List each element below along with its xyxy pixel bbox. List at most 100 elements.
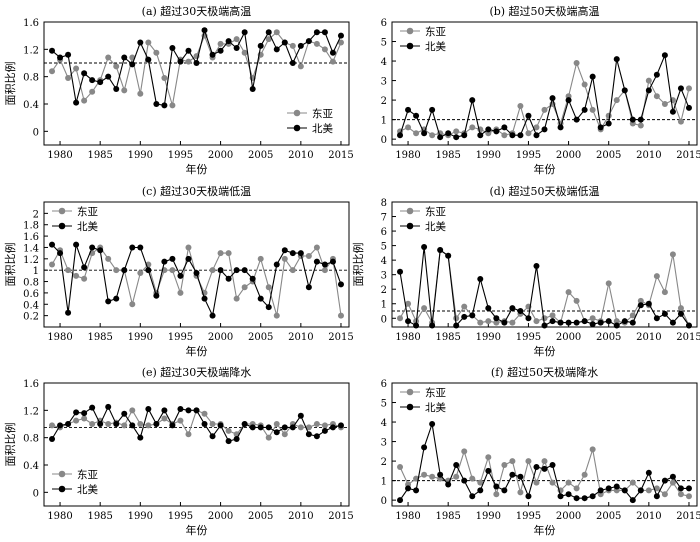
y-tick-label: 3 <box>381 271 387 282</box>
data-point <box>661 491 668 498</box>
data-point <box>161 415 168 422</box>
legend-label: 东亚 <box>77 468 98 481</box>
data-point <box>121 54 128 61</box>
x-axis-label: 年份 <box>186 162 208 176</box>
x-axis-label: 年份 <box>534 344 556 358</box>
data-point <box>209 312 216 319</box>
data-point <box>421 305 428 312</box>
data-point <box>405 106 412 113</box>
data-point <box>305 38 312 45</box>
data-point <box>565 491 572 498</box>
data-point <box>105 298 112 305</box>
data-point <box>645 300 652 307</box>
series-line-1 <box>51 28 342 107</box>
data-point <box>493 128 500 135</box>
data-point <box>493 491 500 498</box>
data-point <box>517 102 524 109</box>
data-point <box>461 477 468 484</box>
y-tick-label: 0.4 <box>23 100 39 111</box>
x-axis-label: 年份 <box>186 523 208 537</box>
data-point <box>549 479 556 486</box>
data-point <box>421 244 428 251</box>
data-point <box>161 258 168 265</box>
data-point <box>685 493 692 500</box>
x-tick-label: 2000 <box>208 150 233 161</box>
data-point <box>201 295 208 302</box>
data-point <box>321 267 328 274</box>
data-point <box>49 436 56 443</box>
data-point <box>57 54 64 61</box>
data-point <box>541 126 548 133</box>
data-point <box>637 297 644 304</box>
data-point <box>485 126 492 133</box>
y-axis-label: 面积比例 <box>3 62 17 106</box>
data-point <box>281 255 288 262</box>
data-point <box>73 417 80 424</box>
chart-panel-2: (c) 超过30天极端低温 0.20.40.60.811.21.41.61.82 1… <box>3 184 354 358</box>
y-tick-label: 2 <box>33 209 39 220</box>
chart-panel-3: (d) 超过50天极端低温 0 1 2 3 4 5 6 7 8 1980 1985 1990 1995 20… <box>351 184 700 358</box>
data-point <box>201 27 208 34</box>
x-axis-label: 年份 <box>186 344 208 358</box>
data-point <box>549 95 556 102</box>
data-point <box>337 312 344 319</box>
data-point <box>65 421 72 427</box>
data-point <box>605 112 612 119</box>
data-point <box>685 85 692 92</box>
data-point <box>161 75 168 82</box>
data-point <box>589 315 596 322</box>
data-point <box>289 42 296 49</box>
data-point <box>613 483 620 490</box>
data-point <box>413 112 420 119</box>
chart-panel-0: (a) 超过30天极端高温 0 0.4 0.8 1.2 1.6 1980 1985 1990 19… <box>3 4 354 176</box>
data-point <box>509 458 516 465</box>
x-tick-label: 2005 <box>248 332 273 343</box>
data-point <box>677 85 684 92</box>
data-point <box>225 427 232 434</box>
data-point <box>589 321 596 328</box>
chart-title: (b) 超过50天极端高温 <box>489 4 599 18</box>
data-point <box>89 88 96 95</box>
data-point <box>185 244 192 251</box>
data-point <box>541 106 548 113</box>
y-tick-label: 2 <box>381 285 387 296</box>
data-point <box>209 267 216 274</box>
data-point <box>265 36 272 43</box>
data-point <box>525 112 532 119</box>
data-point <box>629 116 636 123</box>
data-point <box>541 322 548 329</box>
x-tick-label: 1980 <box>47 511 72 522</box>
data-point <box>421 471 428 478</box>
data-point <box>421 130 428 137</box>
data-point <box>65 51 72 58</box>
data-point <box>653 71 660 78</box>
data-point <box>337 422 344 429</box>
data-point <box>321 261 328 268</box>
data-point <box>581 471 588 478</box>
data-point <box>629 319 636 326</box>
data-point <box>289 424 296 431</box>
data-point <box>621 87 628 94</box>
data-point <box>565 479 572 486</box>
data-point <box>305 431 312 438</box>
data-point <box>193 270 200 277</box>
data-point <box>477 276 484 283</box>
x-tick-label: 1995 <box>168 150 193 161</box>
legend-label: 东亚 <box>312 107 333 120</box>
x-tick-label: 2015 <box>676 150 700 161</box>
data-point <box>605 485 612 492</box>
data-point <box>185 407 192 414</box>
x-tick-label: 1990 <box>476 511 501 522</box>
y-tick-label: 1 <box>381 477 387 488</box>
data-point <box>233 36 240 43</box>
x-tick-label: 1985 <box>435 511 460 522</box>
data-point <box>477 479 484 486</box>
data-point <box>121 422 128 429</box>
data-point <box>397 463 404 470</box>
y-tick-label: 6 <box>381 227 387 238</box>
data-point <box>453 473 460 480</box>
data-point <box>669 319 676 326</box>
y-axis-label: 面积比例 <box>351 243 365 287</box>
